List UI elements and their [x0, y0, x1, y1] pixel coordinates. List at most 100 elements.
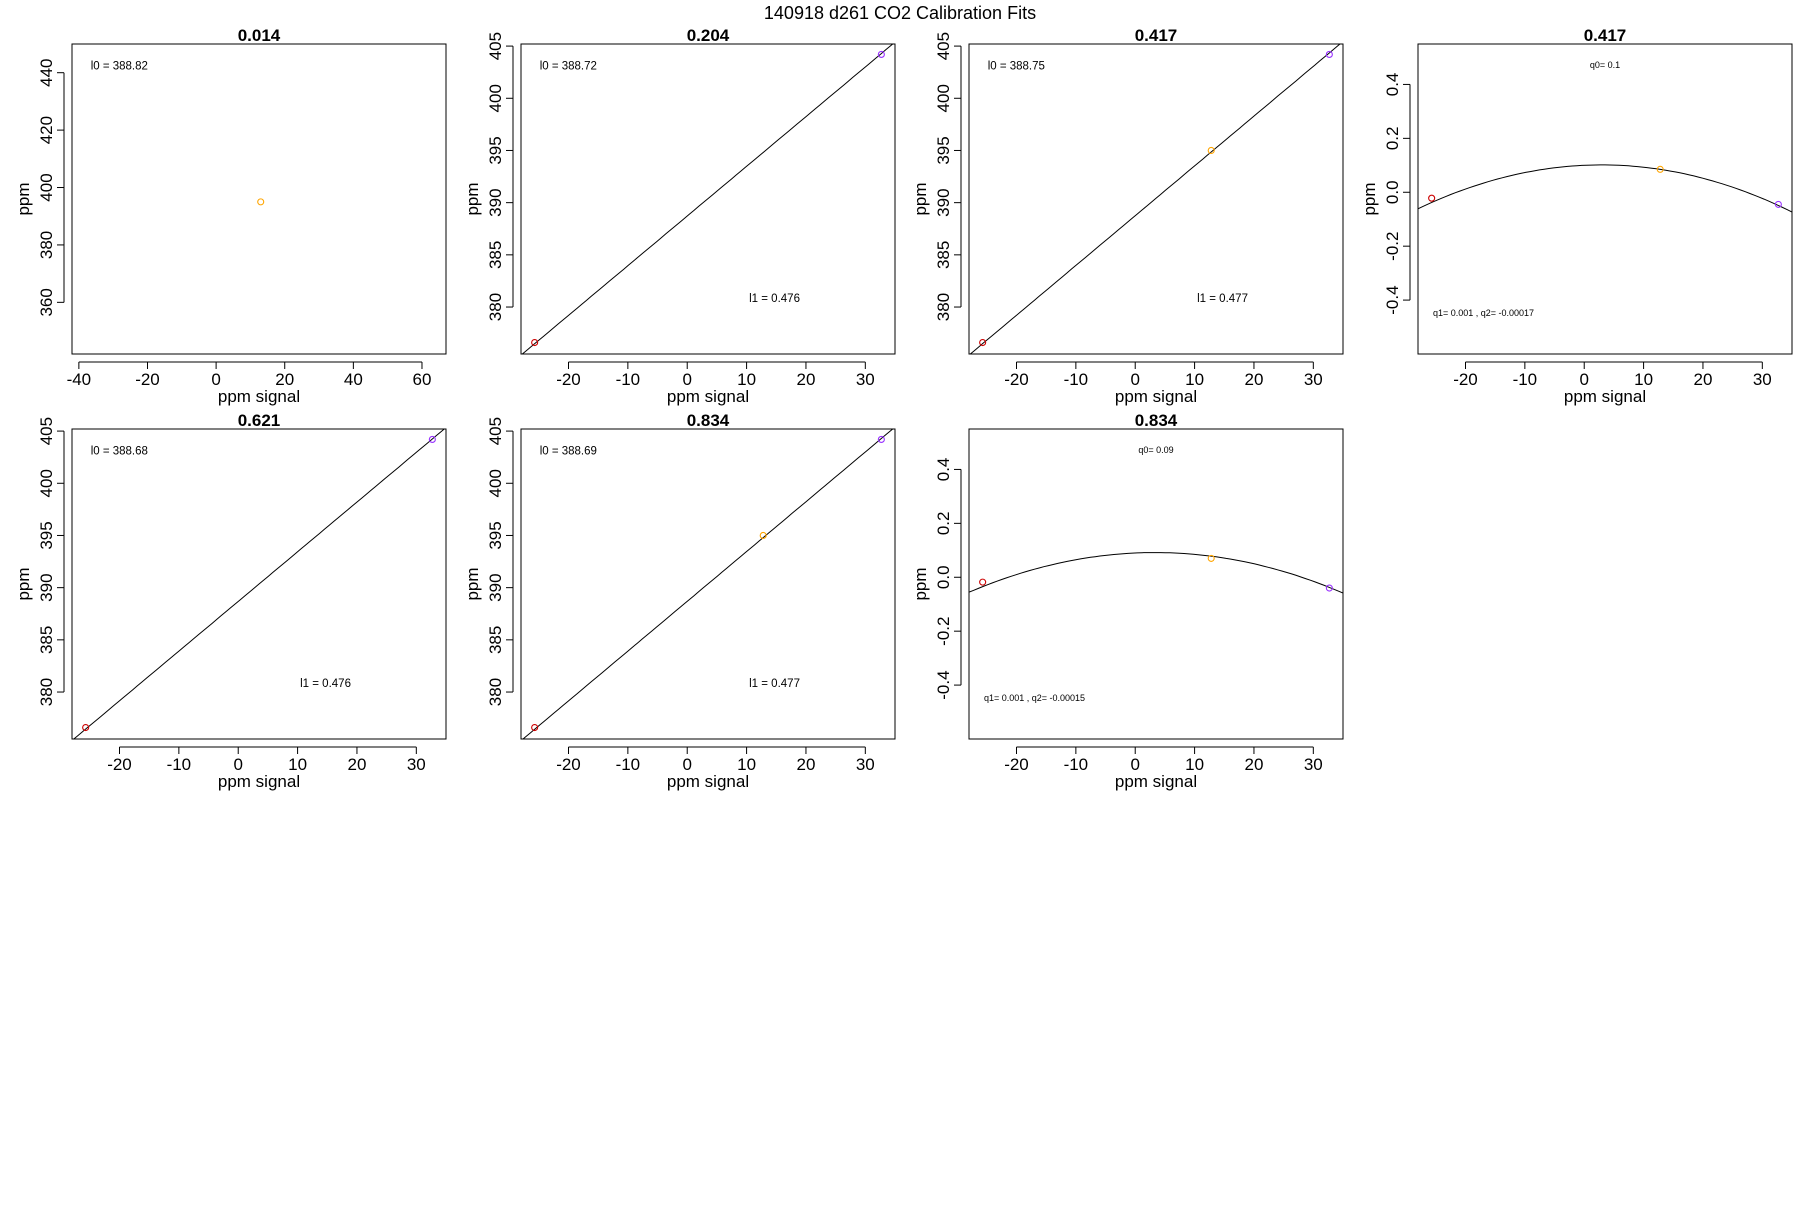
- chart-panel-4: 0.417 -20 -10 0 10 20 30 ppm signal -0.4 -0.2 0.0 0…: [1360, 26, 1793, 406]
- y-axis: 380 385 390 395 400 405: [37, 417, 65, 706]
- fit-annotation: l0 = 388.69: [540, 446, 597, 458]
- x-axis: -20 -10 0 10 20 30: [107, 746, 426, 774]
- fit-annotation: q0= 0.09: [1138, 445, 1173, 455]
- data-point: [1325, 584, 1333, 592]
- y-tick-label: 440: [37, 59, 56, 87]
- fit-line: [969, 552, 1343, 594]
- x-tick-label: 0: [682, 755, 691, 774]
- data-point: [1774, 200, 1782, 208]
- chart-panel-2: 0.204 -20 -10 0 10 20 30 ppm signal 380 385 390 395…: [463, 26, 896, 406]
- data-point: [531, 723, 539, 732]
- y-tick-label: -0.4: [934, 670, 953, 699]
- data-point: [1207, 146, 1215, 155]
- panel-title: 0.834: [1135, 411, 1178, 430]
- fit-annotation: l0 = 388.72: [540, 61, 597, 73]
- x-tick-label: -20: [1004, 370, 1029, 389]
- fit-line: [522, 429, 894, 739]
- x-tick-label: 0: [682, 370, 691, 389]
- x-axis: -20 -10 0 10 20 30: [1453, 361, 1772, 389]
- x-tick-label: 20: [275, 370, 294, 389]
- x-tick-label: 10: [1185, 755, 1204, 774]
- x-tick-label: -20: [135, 370, 160, 389]
- figure-suptitle: 140918 d261 CO2 Calibration Fits: [764, 3, 1036, 23]
- y-tick-label: 0.4: [1383, 73, 1402, 97]
- x-tick-label: -20: [1004, 755, 1029, 774]
- plot-frame: [71, 43, 447, 355]
- y-tick-label: 400: [37, 173, 56, 201]
- y-tick-label: -0.4: [1383, 285, 1402, 314]
- fit-line: [73, 429, 446, 739]
- x-axis: -20 -10 0 10 20 30: [1004, 361, 1323, 389]
- y-tick-label: 380: [486, 293, 505, 321]
- x-tick-label: 60: [413, 370, 432, 389]
- y-tick-label: 395: [37, 521, 56, 549]
- fit-annotation: l1 = 0.476: [300, 678, 351, 690]
- y-tick-label: 390: [37, 573, 56, 601]
- plot-frame: [968, 43, 1344, 355]
- y-tick-label: 405: [934, 32, 953, 60]
- fit-annotation: l1 = 0.477: [749, 678, 800, 690]
- data-point: [979, 338, 987, 347]
- y-tick-label: 380: [37, 678, 56, 706]
- y-tick-label: 360: [37, 288, 56, 316]
- y-tick-label: 380: [37, 231, 56, 259]
- x-tick-label: 20: [1244, 370, 1263, 389]
- x-tick-label: -10: [1064, 370, 1089, 389]
- x-axis-label: ppm signal: [218, 772, 300, 791]
- chart-panel-3: 0.417 -20 -10 0 10 20 30 ppm signal 380 385 390 395…: [911, 26, 1344, 406]
- y-tick-label: 0.0: [934, 565, 953, 589]
- y-axis: 380 385 390 395 400 405: [486, 32, 514, 321]
- x-axis-label: ppm signal: [1115, 387, 1197, 406]
- plot-frame: [968, 428, 1344, 740]
- y-axis-label: ppm: [911, 182, 930, 215]
- y-tick-label: -0.2: [934, 617, 953, 646]
- fit-line: [1418, 164, 1792, 213]
- fit-annotation: l0 = 388.68: [91, 446, 148, 458]
- y-tick-label: 400: [37, 469, 56, 497]
- y-tick-label: 0.4: [934, 458, 953, 482]
- fit-annotation: l0 = 388.82: [91, 61, 148, 73]
- y-tick-label: 400: [486, 469, 505, 497]
- y-tick-label: 400: [486, 84, 505, 112]
- x-tick-label: 20: [347, 755, 366, 774]
- y-axis: -0.4 -0.2 0.0 0.2 0.4: [1383, 73, 1411, 315]
- y-tick-label: 385: [37, 626, 56, 654]
- x-axis-label: ppm signal: [218, 387, 300, 406]
- fit-annotation: l0 = 388.75: [988, 61, 1045, 73]
- panel-title: 0.834: [687, 411, 730, 430]
- x-tick-label: 30: [856, 370, 875, 389]
- y-tick-label: 0.2: [934, 512, 953, 536]
- plot-frame: [71, 428, 447, 740]
- x-axis-label: ppm signal: [667, 387, 749, 406]
- data-point: [531, 338, 539, 347]
- x-tick-label: -10: [616, 370, 641, 389]
- y-tick-label: 395: [486, 521, 505, 549]
- x-tick-label: 30: [856, 755, 875, 774]
- x-tick-label: 30: [1753, 370, 1772, 389]
- y-tick-label: 405: [486, 32, 505, 60]
- y-tick-label: 395: [934, 136, 953, 164]
- x-axis: -40 -20 0 20 40 60: [67, 361, 432, 389]
- fit-line: [969, 44, 1341, 354]
- x-tick-label: 0: [1579, 370, 1588, 389]
- y-tick-label: 390: [486, 188, 505, 216]
- x-tick-label: 10: [288, 755, 307, 774]
- x-tick-label: 10: [1634, 370, 1653, 389]
- x-tick-label: 20: [1693, 370, 1712, 389]
- x-tick-label: 30: [1304, 755, 1323, 774]
- y-tick-label: 390: [486, 573, 505, 601]
- chart-panel-7: 0.834 -20 -10 0 10 20 30 ppm signal -0.4 -0.2 0.0 0…: [911, 411, 1344, 791]
- y-axis-label: ppm: [463, 567, 482, 600]
- x-axis-label: ppm signal: [1564, 387, 1646, 406]
- data-point: [82, 723, 90, 732]
- x-tick-label: -20: [1453, 370, 1478, 389]
- y-tick-label: 405: [486, 417, 505, 445]
- data-point: [759, 531, 767, 540]
- x-tick-label: 30: [407, 755, 426, 774]
- x-tick-label: -10: [616, 755, 641, 774]
- chart-panel-5: 0.621 -20 -10 0 10 20 30 ppm signal 380 385 390 395…: [14, 411, 447, 791]
- x-axis-label: ppm signal: [667, 772, 749, 791]
- y-tick-label: 395: [486, 136, 505, 164]
